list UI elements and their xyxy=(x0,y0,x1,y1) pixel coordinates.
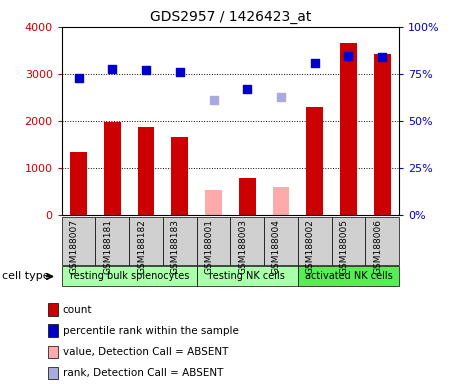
Bar xyxy=(365,217,399,265)
Text: resting bulk splenocytes: resting bulk splenocytes xyxy=(69,271,189,281)
Point xyxy=(108,66,116,72)
Bar xyxy=(48,303,58,316)
Bar xyxy=(273,187,289,215)
Text: cell type: cell type xyxy=(2,271,50,281)
Bar xyxy=(340,43,357,215)
Text: GSM188007: GSM188007 xyxy=(70,219,78,274)
Text: GSM188004: GSM188004 xyxy=(272,219,281,274)
Text: GSM188181: GSM188181 xyxy=(104,219,112,274)
Bar xyxy=(62,217,95,265)
Point xyxy=(311,60,318,66)
Bar xyxy=(48,367,58,379)
Text: value, Detection Call = ABSENT: value, Detection Call = ABSENT xyxy=(63,347,228,357)
Point xyxy=(345,53,352,59)
Point xyxy=(277,94,285,100)
Text: activated NK cells: activated NK cells xyxy=(304,271,392,281)
Bar xyxy=(48,324,58,337)
Bar xyxy=(104,122,121,215)
Text: GSM188001: GSM188001 xyxy=(205,219,214,274)
Bar xyxy=(197,266,298,286)
Text: GSM188182: GSM188182 xyxy=(137,219,146,274)
Bar xyxy=(138,127,154,215)
Text: GSM188183: GSM188183 xyxy=(171,219,180,274)
Text: count: count xyxy=(63,305,92,314)
Bar xyxy=(239,178,256,215)
Bar xyxy=(230,217,264,265)
Point xyxy=(142,67,150,73)
Bar xyxy=(171,137,188,215)
Text: percentile rank within the sample: percentile rank within the sample xyxy=(63,326,238,336)
Bar xyxy=(95,217,129,265)
Text: GSM188003: GSM188003 xyxy=(238,219,247,274)
Bar xyxy=(205,190,222,215)
Bar xyxy=(306,107,323,215)
Bar xyxy=(332,217,365,265)
Bar xyxy=(298,217,332,265)
Bar xyxy=(70,152,87,215)
Point xyxy=(209,97,217,103)
Title: GDS2957 / 1426423_at: GDS2957 / 1426423_at xyxy=(150,10,311,25)
Text: GSM188006: GSM188006 xyxy=(373,219,382,274)
Text: resting NK cells: resting NK cells xyxy=(209,271,285,281)
Bar xyxy=(264,217,298,265)
Bar xyxy=(374,54,390,215)
Point xyxy=(379,53,386,60)
Text: GSM188002: GSM188002 xyxy=(306,219,314,274)
Bar xyxy=(62,266,197,286)
Point xyxy=(176,69,184,75)
Bar xyxy=(129,217,163,265)
Point xyxy=(243,86,251,92)
Bar xyxy=(197,217,230,265)
Bar xyxy=(48,346,58,358)
Text: GSM188005: GSM188005 xyxy=(340,219,349,274)
Bar xyxy=(298,266,399,286)
Point xyxy=(75,74,83,81)
Bar xyxy=(163,217,197,265)
Text: rank, Detection Call = ABSENT: rank, Detection Call = ABSENT xyxy=(63,368,223,378)
